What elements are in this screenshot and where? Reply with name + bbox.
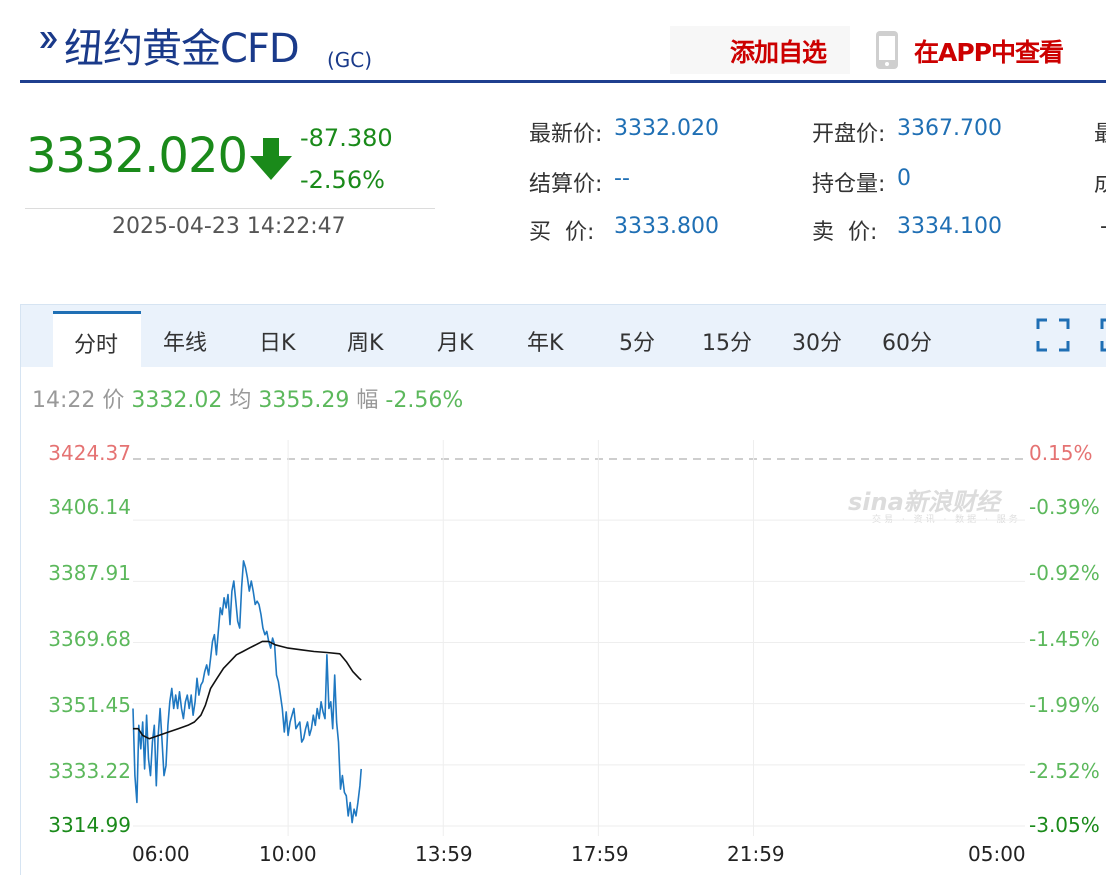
clipped-label-2: 成 <box>1094 172 1106 197</box>
info-avg: 3355.29 <box>258 388 350 413</box>
tab-active-indicator <box>53 311 141 370</box>
price-change: -87.380 <box>300 124 393 152</box>
chart-panel <box>20 304 1106 875</box>
sina-finance-watermark: sina新浪财经 <box>848 488 1000 516</box>
info-price: 3332.02 <box>131 388 223 413</box>
price-change-percent: -2.56% <box>300 166 385 194</box>
y-tick-label: 3406.14 <box>48 495 131 519</box>
tab-30min[interactable]: 30分 <box>792 331 842 356</box>
open-price-value: 3367.700 <box>897 116 1002 141</box>
page-title: 纽约黄金CFD <box>64 26 300 72</box>
chart-grid <box>133 440 1025 836</box>
add-to-watchlist-button[interactable]: 添加自选 <box>730 38 827 67</box>
x-tick-label: 05:00 <box>968 842 1026 866</box>
tab-year-line[interactable]: 年线 <box>163 331 208 356</box>
info-time: 14:22 <box>32 388 96 413</box>
x-tick-label: 06:00 <box>132 842 190 866</box>
y-tick-label: 3333.22 <box>48 759 131 783</box>
info-avg-label: 均 <box>229 388 252 413</box>
chart-info-line: 14:22 价 3332.02 均 3355.29 幅 -2.56% <box>32 382 463 414</box>
view-in-app-link[interactable]: 在APP中查看 <box>914 38 1064 67</box>
x-tick-label: 10:00 <box>259 842 317 866</box>
clipped-label-3: - <box>1100 214 1106 239</box>
info-change: -2.56% <box>385 388 464 413</box>
open-interest-value: 0 <box>897 166 911 191</box>
average-price-line <box>133 640 362 740</box>
fullscreen-icon[interactable] <box>1036 318 1070 352</box>
ask-price-value: 3334.100 <box>897 214 1002 239</box>
y-pct-tick-label: -2.52% <box>1029 759 1100 783</box>
y-pct-tick-label: 0.15% <box>1029 441 1093 465</box>
double-chevron-right-icon <box>40 32 57 48</box>
y-pct-tick-label: -1.99% <box>1029 693 1100 717</box>
tab-yearly-k[interactable]: 年K <box>527 331 564 356</box>
x-tick-label: 17:59 <box>571 842 629 866</box>
y-tick-label: 3351.45 <box>48 693 131 717</box>
ask-price-label: 卖 价: <box>812 220 878 245</box>
info-change-label: 幅 <box>356 388 379 413</box>
latest-price-label: 最新价: <box>529 122 603 147</box>
clipped-label-1: 最 <box>1094 122 1106 147</box>
open-price-label: 开盘价: <box>812 122 886 147</box>
x-tick-label: 13:59 <box>415 842 473 866</box>
latest-price-value: 3332.020 <box>614 116 719 141</box>
instrument-code: (GC) <box>327 48 373 72</box>
chart-series <box>132 560 362 824</box>
open-interest-label: 持仓量: <box>812 172 886 197</box>
down-arrow-icon <box>250 138 292 180</box>
header-divider <box>20 80 1106 83</box>
tab-5min[interactable]: 5分 <box>619 331 655 356</box>
chart-tab-bar <box>21 305 1106 367</box>
settlement-price-value: -- <box>614 166 630 191</box>
settlement-price-label: 结算价: <box>529 172 603 197</box>
info-price-label: 价 <box>102 388 125 413</box>
y-tick-label: 3387.91 <box>48 561 131 585</box>
tab-monthly-k[interactable]: 月K <box>437 331 474 356</box>
tab-60min[interactable]: 60分 <box>882 331 932 356</box>
price-line <box>132 560 362 824</box>
y-pct-tick-label: -1.45% <box>1029 627 1100 651</box>
y-pct-tick-label: -0.39% <box>1029 495 1100 519</box>
quote-divider <box>25 208 435 209</box>
tab-weekly-k[interactable]: 周K <box>347 331 384 356</box>
tab-daily-k[interactable]: 日K <box>259 331 296 356</box>
x-tick-label: 21:59 <box>727 842 785 866</box>
y-tick-label: 3314.99 <box>48 813 131 837</box>
tab-15min[interactable]: 15分 <box>702 331 752 356</box>
tab-intraday[interactable]: 分时 <box>74 333 119 358</box>
y-pct-tick-label: -3.05% <box>1029 813 1100 837</box>
clipped-icon <box>1100 318 1106 352</box>
header-action-background <box>670 26 850 74</box>
quote-timestamp: 2025-04-23 14:22:47 <box>112 214 346 239</box>
y-tick-label: 3424.37 <box>48 441 131 465</box>
bid-price-value: 3333.800 <box>614 214 719 239</box>
bid-price-label: 买 价: <box>529 220 595 245</box>
y-pct-tick-label: -0.92% <box>1029 561 1100 585</box>
y-tick-label: 3369.68 <box>48 627 131 651</box>
phone-icon <box>876 31 898 69</box>
last-price: 3332.020 <box>26 128 248 184</box>
